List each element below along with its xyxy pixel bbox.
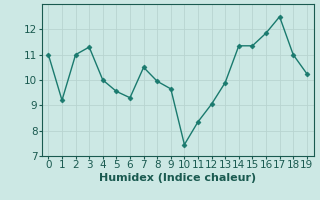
X-axis label: Humidex (Indice chaleur): Humidex (Indice chaleur)	[99, 173, 256, 183]
